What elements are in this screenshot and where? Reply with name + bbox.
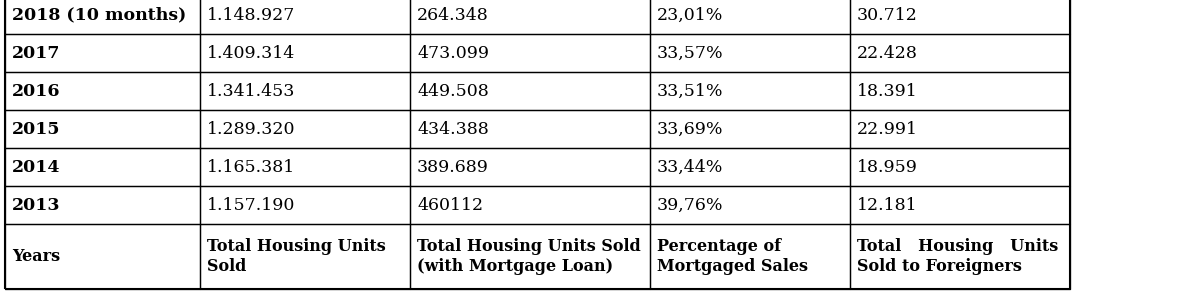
Text: 473.099: 473.099: [417, 45, 490, 61]
Text: 460112: 460112: [417, 197, 484, 214]
Bar: [5, 110, 200, 148]
Text: 2014: 2014: [12, 159, 61, 176]
Bar: [200, 110, 410, 148]
Text: 23,01%: 23,01%: [657, 7, 723, 23]
Bar: [650, 224, 850, 289]
Bar: [410, 224, 650, 289]
Bar: [850, 34, 1070, 72]
Text: 2017: 2017: [12, 45, 61, 61]
Bar: [650, 0, 850, 34]
Text: Total Housing Units
Sold: Total Housing Units Sold: [207, 238, 386, 275]
Text: 12.181: 12.181: [858, 197, 917, 214]
Bar: [850, 0, 1070, 34]
Bar: [650, 186, 850, 224]
Text: 30.712: 30.712: [858, 7, 918, 23]
Bar: [410, 148, 650, 186]
Text: 1.157.190: 1.157.190: [207, 197, 295, 214]
Bar: [850, 72, 1070, 110]
Bar: [200, 72, 410, 110]
Bar: [850, 110, 1070, 148]
Text: 18.391: 18.391: [858, 83, 918, 99]
Bar: [650, 148, 850, 186]
Bar: [410, 0, 650, 34]
Bar: [5, 34, 200, 72]
Bar: [410, 186, 650, 224]
Text: 22.428: 22.428: [858, 45, 918, 61]
Text: 1.341.453: 1.341.453: [207, 83, 295, 99]
Text: 18.959: 18.959: [858, 159, 918, 176]
Text: 39,76%: 39,76%: [657, 197, 723, 214]
Text: 389.689: 389.689: [417, 159, 488, 176]
Bar: [200, 0, 410, 34]
Text: 1.409.314: 1.409.314: [207, 45, 295, 61]
Text: 22.991: 22.991: [858, 121, 918, 138]
Text: 2013: 2013: [12, 197, 61, 214]
Text: 434.388: 434.388: [417, 121, 488, 138]
Bar: [410, 34, 650, 72]
Bar: [200, 148, 410, 186]
Bar: [200, 34, 410, 72]
Text: Total   Housing   Units
Sold to Foreigners: Total Housing Units Sold to Foreigners: [858, 238, 1059, 275]
Bar: [650, 72, 850, 110]
Bar: [5, 224, 200, 289]
Text: Percentage of
Mortgaged Sales: Percentage of Mortgaged Sales: [657, 238, 807, 275]
Text: 1.165.381: 1.165.381: [207, 159, 295, 176]
Bar: [850, 186, 1070, 224]
Bar: [5, 72, 200, 110]
Text: Total Housing Units Sold
(with Mortgage Loan): Total Housing Units Sold (with Mortgage …: [417, 238, 641, 275]
Bar: [410, 110, 650, 148]
Bar: [200, 224, 410, 289]
Bar: [850, 148, 1070, 186]
Bar: [5, 0, 200, 34]
Text: 449.508: 449.508: [417, 83, 488, 99]
Text: 1.289.320: 1.289.320: [207, 121, 295, 138]
Text: Years: Years: [12, 248, 60, 265]
Bar: [5, 186, 200, 224]
Text: 33,69%: 33,69%: [657, 121, 723, 138]
Text: 1.148.927: 1.148.927: [207, 7, 295, 23]
Bar: [850, 224, 1070, 289]
Bar: [5, 0, 1070, 289]
Text: 2018 (10 months): 2018 (10 months): [12, 7, 186, 23]
Bar: [200, 186, 410, 224]
Bar: [650, 110, 850, 148]
Bar: [410, 72, 650, 110]
Text: 2015: 2015: [12, 121, 61, 138]
Text: 2016: 2016: [12, 83, 61, 99]
Text: 33,44%: 33,44%: [657, 159, 723, 176]
Text: 33,51%: 33,51%: [657, 83, 723, 99]
Bar: [5, 148, 200, 186]
Text: 264.348: 264.348: [417, 7, 488, 23]
Bar: [650, 34, 850, 72]
Text: 33,57%: 33,57%: [657, 45, 724, 61]
